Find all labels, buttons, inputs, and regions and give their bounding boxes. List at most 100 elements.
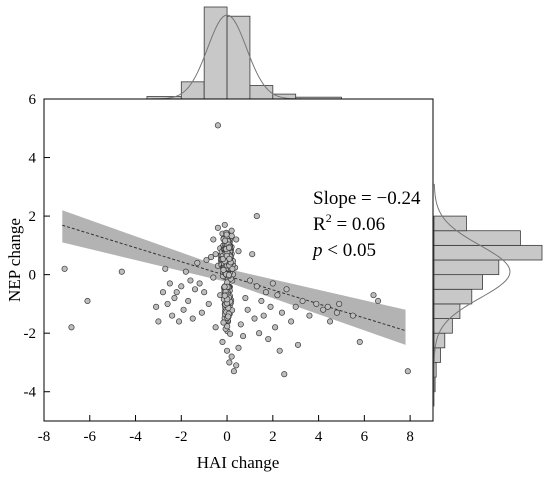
scatter-point [274, 292, 281, 299]
scatter-point [249, 251, 256, 258]
scatter-point [228, 227, 235, 234]
x-axis-title: HAI change [197, 453, 280, 472]
scatter-point [220, 319, 227, 326]
scatter-point [267, 303, 274, 310]
right-histogram-bar [433, 303, 461, 319]
scatter-point [61, 265, 68, 272]
scatter-point [221, 292, 228, 299]
top-histogram [44, 6, 433, 100]
r2-superscript: 2 [326, 211, 332, 225]
scatter-point [219, 255, 227, 263]
scatter-point [175, 318, 183, 325]
right-histogram-bar [433, 215, 467, 232]
scatter-point [237, 321, 244, 328]
scatter-point [278, 309, 286, 316]
scatter-point [253, 283, 260, 290]
scatter-point [272, 324, 279, 331]
y-tick-label: 2 [29, 209, 37, 225]
scatter-point [171, 295, 178, 302]
top-histogram-bar [180, 81, 205, 100]
scatter-point [224, 323, 231, 330]
scatter-point [203, 256, 210, 264]
scatter-point [225, 271, 232, 279]
scatter-point [220, 266, 227, 274]
scatter-point [375, 297, 382, 305]
scatter-point [262, 289, 270, 296]
scatter-point [214, 122, 221, 129]
scatter-point [212, 251, 219, 258]
y-tick-label: -4 [24, 385, 37, 401]
scatter-point [226, 255, 233, 262]
x-tick-label: -8 [38, 429, 51, 445]
scatter-point [189, 315, 196, 322]
x-tick-label: -4 [129, 429, 142, 445]
y-tick-label: -2 [24, 326, 37, 342]
scatter-point [180, 306, 187, 313]
y-axis-title: NEP change [5, 218, 24, 302]
p-rest: < 0.05 [323, 240, 376, 261]
scatter-point [227, 330, 234, 337]
y-tick-label: 6 [29, 92, 37, 108]
scatter-point [313, 300, 320, 307]
r2-rest: = 0.06 [332, 214, 385, 235]
scatter-point [288, 318, 295, 325]
scatter-point [214, 224, 221, 231]
scatter-point [253, 213, 260, 220]
scatter-point [269, 280, 276, 287]
scatter-point [219, 338, 226, 346]
scatter-point [191, 286, 199, 293]
scatter-point [251, 315, 258, 322]
scatter-point [228, 353, 235, 360]
x-tick-label: 0 [223, 429, 231, 445]
scatter-point [235, 248, 242, 255]
scatter-point [221, 237, 229, 244]
scatter-point [404, 368, 411, 375]
scatter-point [118, 268, 125, 275]
scatter-point [235, 344, 242, 351]
scatter-point [178, 283, 185, 290]
scatter-point [324, 303, 331, 310]
scatter-point [320, 306, 327, 313]
scatter-point [265, 335, 272, 343]
scatter-point [182, 268, 189, 275]
scatter-point [212, 324, 219, 331]
scatter-point [226, 359, 233, 366]
scatter-point [164, 300, 171, 307]
scatter-point [242, 295, 249, 302]
scatter-point [187, 277, 194, 284]
x-tick-label: 2 [269, 429, 277, 445]
right-histogram-bar [433, 259, 500, 276]
scatter-point [207, 254, 215, 261]
scatter-point [256, 330, 263, 337]
scatter-point [258, 297, 265, 305]
scatter-point [84, 297, 91, 305]
confidence-band [62, 210, 406, 345]
scatter-point [299, 297, 306, 305]
r2-annotation: R2 = 0.06 [313, 211, 385, 235]
scatter-point [260, 312, 267, 319]
scatter-point [326, 318, 334, 325]
x-tick-label: -2 [175, 429, 188, 445]
x-tick-label: 6 [361, 429, 369, 445]
scatter-point [349, 312, 356, 319]
y-tick-label: 4 [29, 151, 37, 167]
scatter-point [370, 292, 377, 299]
scatter-point [159, 289, 167, 296]
x-axis-ticks: -8 -6 -4 -2 0 2 4 6 8 [38, 415, 414, 445]
y-axis-ticks: -4 -2 0 2 4 6 [24, 92, 50, 401]
right-histogram-bar [433, 230, 521, 246]
scatter-point [283, 286, 290, 293]
scatter-point [281, 371, 288, 378]
scatter-point [240, 333, 247, 340]
scatter-point [223, 231, 230, 238]
x-tick-label: 4 [315, 429, 323, 445]
scatter-point [306, 312, 313, 319]
scatter-point [198, 309, 205, 316]
scatter-points [61, 122, 411, 378]
p-symbol: p [311, 240, 323, 261]
plot-frame [43, 98, 434, 422]
scatter-point [155, 318, 162, 325]
right-histogram [433, 183, 543, 407]
scatter-point [292, 303, 299, 310]
